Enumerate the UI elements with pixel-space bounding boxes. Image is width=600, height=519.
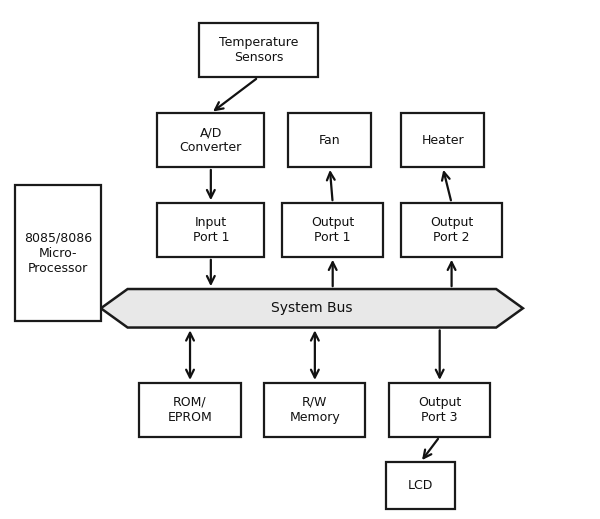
- Bar: [386, 462, 455, 509]
- Polygon shape: [101, 289, 523, 327]
- Text: 8085/8086
Micro-
Processor: 8085/8086 Micro- Processor: [24, 231, 92, 275]
- Text: Heater: Heater: [421, 133, 464, 147]
- Bar: [282, 203, 383, 257]
- Text: R/W
Memory: R/W Memory: [289, 395, 340, 424]
- Bar: [401, 113, 484, 167]
- Text: LCD: LCD: [407, 479, 433, 492]
- Text: Output
Port 3: Output Port 3: [418, 395, 461, 424]
- Bar: [389, 383, 490, 436]
- Text: Temperature
Sensors: Temperature Sensors: [219, 36, 298, 64]
- Text: Fan: Fan: [319, 133, 341, 147]
- Text: ROM/
EPROM: ROM/ EPROM: [167, 395, 212, 424]
- Text: Input
Port 1: Input Port 1: [193, 216, 229, 244]
- Bar: [265, 383, 365, 436]
- Bar: [288, 113, 371, 167]
- Bar: [14, 185, 101, 321]
- Bar: [157, 203, 265, 257]
- Bar: [139, 383, 241, 436]
- Text: System Bus: System Bus: [271, 301, 353, 315]
- Bar: [401, 203, 502, 257]
- Text: A/D
Converter: A/D Converter: [180, 126, 242, 154]
- Text: Output
Port 2: Output Port 2: [430, 216, 473, 244]
- Bar: [157, 113, 265, 167]
- Text: Output
Port 1: Output Port 1: [311, 216, 355, 244]
- Bar: [199, 23, 318, 77]
